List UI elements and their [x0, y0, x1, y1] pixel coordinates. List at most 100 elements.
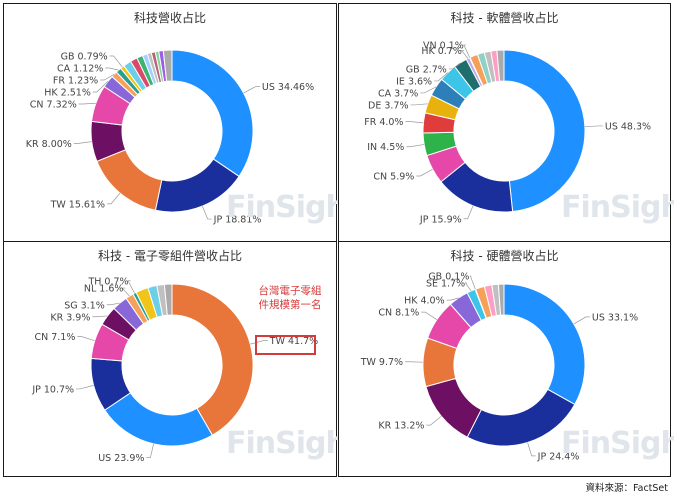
donut-slice-other4 [497, 283, 505, 316]
donut-slice-us [503, 49, 586, 213]
data-label-jp: JP 15.9% [419, 214, 462, 225]
data-label-se: SE 1.7% [426, 278, 465, 289]
data-label-kr: KR 3.9% [50, 312, 90, 323]
leader-line [573, 316, 590, 325]
data-label-de: DE 3.7% [368, 100, 408, 111]
chart-panel-hardware: 科技 - 硬體營收占比 GB 0.1% SE 1.7% HK 4.0% CN 8.1%… [338, 241, 674, 477]
data-label-jp: JP 10.7% [31, 384, 74, 395]
data-label-us: US 34.46% [262, 82, 314, 93]
data-label-cn: CN 7.1% [34, 332, 75, 343]
data-label-kr: KR 13.2% [378, 421, 424, 432]
watermark-logo: FinSight [226, 190, 360, 225]
leader-line [76, 385, 94, 390]
donut-slice-jp [466, 388, 576, 447]
chart-panel-components: 科技 - 電子零組件營收占比 TH 0.7% NL 1.6% SG 3.1% KR 3… [3, 241, 360, 477]
leader-line [146, 443, 154, 458]
donut-slice-us [171, 49, 254, 178]
leader-line [464, 282, 472, 292]
leader-line [78, 102, 96, 105]
data-label-us: US 23.9% [98, 453, 144, 464]
leader-line [100, 73, 115, 81]
data-label-tw: TW 9.7% [360, 357, 403, 368]
leader-line [463, 44, 471, 58]
data-label-cn: CN 5.9% [373, 171, 414, 182]
leader-line [77, 336, 95, 342]
data-label-us: US 48.3% [605, 121, 651, 132]
data-label-ie: IE 3.6% [396, 76, 432, 87]
leader-line [448, 62, 461, 70]
data-label-ca: CA 3.7% [378, 88, 418, 99]
data-label-cn: CN 8.1% [378, 308, 419, 319]
leader-line [121, 287, 130, 297]
annotation-line: 台灣電子零組 [258, 285, 322, 297]
leader-line [420, 86, 437, 94]
data-label-fr: FR 1.23% [53, 76, 98, 87]
chart-title: 科技 - 電子零組件營收占比 [98, 249, 242, 263]
leader-line [405, 121, 424, 124]
highlight-annotation: 台灣電子零組 件規模第一名 [248, 284, 332, 312]
data-label-tw: TW 15.61% [50, 199, 105, 210]
data-label-vn: VN 0.1% [423, 40, 464, 51]
donut-slice-tw [96, 149, 163, 211]
leader-line [584, 125, 603, 128]
data-label-ca: CA 1.12% [57, 64, 103, 75]
donut-slice-other9 [162, 49, 173, 82]
source-note: 資料來源：FactSet [585, 483, 668, 494]
leader-line [527, 442, 536, 457]
donut-slice-us [104, 392, 214, 447]
donut-slice-tw [171, 283, 254, 436]
data-label-hk: HK 2.51% [44, 88, 91, 99]
chart-panel-tech: 科技營收占比 GB 0.79% CA 1.12% FR 1.23% HK 2.51% C… [3, 3, 360, 242]
leader-line [416, 169, 433, 177]
chart-title: 科技營收占比 [133, 11, 206, 25]
data-label-tw: TW 41.7% [269, 336, 318, 347]
data-label-hk: HK 4.0% [404, 296, 445, 307]
data-label-hk: HK 0.7% [421, 46, 462, 57]
data-label-th: TH 0.7% [87, 276, 128, 287]
highlight-box [255, 335, 316, 355]
data-label-nl: NL 1.6% [84, 284, 124, 295]
donut-chart-software: VN 0.1%HK 0.7% GB 2.7%IE 3.6%CA 3.7%DE 3.… [364, 40, 651, 225]
leader-line [406, 144, 425, 148]
donut-chart-hardware: GB 0.1%SE 1.7% HK 4.0%CN 8.1% TW 9.7% KR 13… [360, 272, 638, 463]
leader-line [109, 55, 123, 68]
watermark-logo: FinSight [561, 190, 674, 225]
leader-line [446, 297, 459, 301]
watermark-logo: FinSight [561, 426, 674, 461]
leader-line [434, 72, 449, 82]
donut-chart-tech: GB 0.79%CA 1.12%FR 1.23%HK 2.51%CN 7.32%… [26, 49, 314, 226]
leader-line [421, 311, 438, 320]
leader-line [460, 50, 469, 59]
data-label-jp: JP 18.81% [213, 215, 262, 226]
annotation-line: 件規模第一名 [258, 299, 322, 311]
leader-line [92, 81, 109, 93]
leader-line [250, 340, 268, 345]
leader-line [202, 205, 212, 220]
leader-line [463, 205, 474, 220]
donut-slice-other5 [496, 49, 505, 82]
leader-line [127, 280, 135, 294]
leader-line [105, 67, 119, 71]
leader-line [73, 141, 92, 144]
watermark-logo: FinSight [226, 426, 360, 461]
leader-line [107, 192, 121, 205]
leader-line [469, 275, 476, 290]
data-label-jp: JP 24.4% [537, 451, 580, 462]
data-label-sg: SG 3.1% [64, 300, 105, 311]
donut-slice-us [503, 283, 586, 406]
leader-line [106, 302, 120, 306]
leader-line [92, 315, 108, 318]
data-label-gb: GB 0.79% [61, 52, 108, 63]
leader-line [426, 415, 442, 426]
data-label-kr: KR 8.00% [26, 139, 72, 150]
leader-line [243, 86, 260, 94]
data-label-in: IN 4.5% [367, 142, 404, 153]
chart-title: 科技 - 軟體營收占比 [450, 11, 559, 25]
data-label-fr: FR 4.0% [364, 117, 403, 128]
data-label-cn: CN 7.32% [30, 100, 77, 111]
chart-title: 科技 - 硬體營收占比 [450, 249, 559, 263]
donut-slice-other4 [163, 283, 173, 316]
donut-chart-components: TH 0.7%NL 1.6% SG 3.1%KR 3.9% CN 7.1% JP 10… [31, 276, 318, 464]
chart-panel-software: 科技 - 軟體營收占比 VN 0.1% HK 0.7% GB 2.7% IE 3.6%… [338, 3, 674, 242]
data-label-gb: GB 0.1% [428, 272, 469, 283]
